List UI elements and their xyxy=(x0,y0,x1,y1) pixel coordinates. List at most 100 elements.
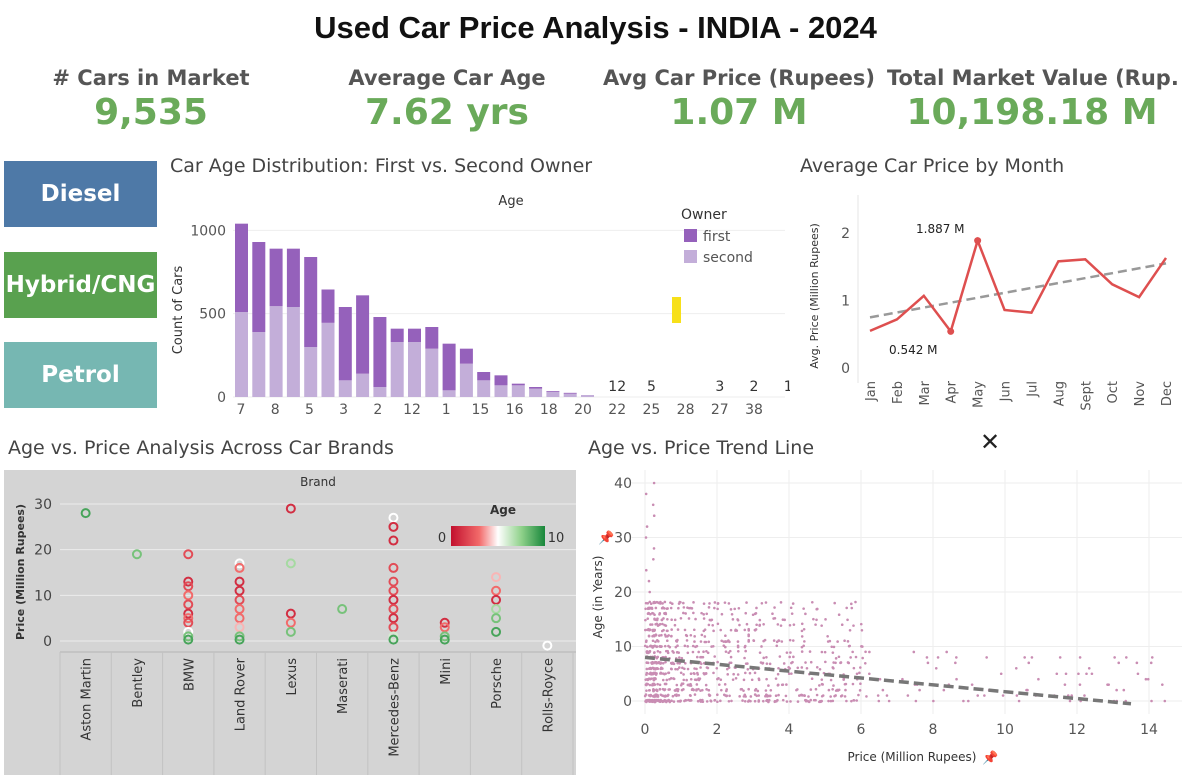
bar-second[interactable] xyxy=(546,392,560,397)
brand-point[interactable] xyxy=(388,604,399,615)
brand-point[interactable] xyxy=(388,631,399,642)
brand-point[interactable] xyxy=(183,576,194,587)
bar-first[interactable] xyxy=(408,328,421,342)
bar-first[interactable] xyxy=(252,242,266,332)
brand-point[interactable] xyxy=(183,581,194,592)
bar-second[interactable] xyxy=(356,373,370,397)
bar-second[interactable] xyxy=(338,380,352,397)
bar-second[interactable] xyxy=(494,385,508,397)
brand-point[interactable] xyxy=(439,634,450,645)
pin-icon[interactable]: 📌 xyxy=(982,749,998,766)
brand-point[interactable] xyxy=(234,631,245,642)
bar-second[interactable] xyxy=(477,380,491,397)
bar-first[interactable] xyxy=(459,348,473,364)
brand-point[interactable] xyxy=(439,617,450,628)
brand-point[interactable] xyxy=(388,535,399,546)
bar-first[interactable] xyxy=(321,289,335,323)
bar-second[interactable] xyxy=(304,347,318,397)
brand-point[interactable] xyxy=(388,613,399,624)
bar-first[interactable] xyxy=(390,328,404,342)
bar-first[interactable] xyxy=(338,307,352,381)
bar-second[interactable] xyxy=(408,342,421,397)
brand-point[interactable] xyxy=(285,558,296,569)
close-icon[interactable]: ✕ xyxy=(980,428,1001,456)
brand-point[interactable] xyxy=(388,562,399,573)
brand-point[interactable] xyxy=(131,549,142,560)
brand-point[interactable] xyxy=(439,631,450,642)
brand-point[interactable] xyxy=(439,622,450,633)
price-line[interactable] xyxy=(869,236,1168,335)
brand-point[interactable] xyxy=(491,572,502,583)
bar-second[interactable] xyxy=(373,387,387,397)
brand-point[interactable] xyxy=(234,558,245,569)
brand-point[interactable] xyxy=(388,512,399,523)
brand-point[interactable] xyxy=(183,631,194,642)
bar-second[interactable] xyxy=(235,312,248,397)
brand-point[interactable] xyxy=(234,562,245,573)
fuel-filter-petrol[interactable]: Petrol xyxy=(4,342,157,408)
brand-point[interactable] xyxy=(183,613,194,624)
brand-point[interactable] xyxy=(491,594,502,605)
bar-second[interactable] xyxy=(390,342,404,397)
pin-icon[interactable]: 📌 xyxy=(598,529,614,546)
bar-second[interactable] xyxy=(425,348,439,397)
brand-point[interactable] xyxy=(80,508,91,519)
brand-point[interactable] xyxy=(234,634,245,645)
fuel-filter-diesel[interactable]: Diesel xyxy=(4,161,157,227)
brand-point[interactable] xyxy=(388,622,399,633)
bar-first[interactable] xyxy=(563,392,577,394)
brand-point[interactable] xyxy=(388,521,399,532)
bar-second[interactable] xyxy=(321,322,335,397)
brand-point[interactable] xyxy=(183,590,194,601)
bar-first[interactable] xyxy=(529,387,543,389)
bar-first[interactable] xyxy=(442,343,456,391)
brand-point[interactable] xyxy=(491,585,502,596)
fuel-filter-hybrid-cng[interactable]: Hybrid/CNG xyxy=(4,252,157,318)
brand-point[interactable] xyxy=(183,634,194,645)
bar-first[interactable] xyxy=(235,223,248,312)
brand-point[interactable] xyxy=(285,503,296,514)
bar-second[interactable] xyxy=(581,395,594,397)
brand-point[interactable] xyxy=(234,585,245,596)
brand-point[interactable] xyxy=(388,585,399,596)
bar-second[interactable] xyxy=(563,393,577,397)
brand-point[interactable] xyxy=(234,576,245,587)
bar-second[interactable] xyxy=(459,363,473,397)
bar-second[interactable] xyxy=(529,388,543,397)
min-point[interactable] xyxy=(947,327,955,335)
bar-first[interactable] xyxy=(286,248,300,307)
bar-first[interactable] xyxy=(546,391,560,392)
max-point[interactable] xyxy=(974,237,982,245)
bar-first[interactable] xyxy=(269,248,283,307)
brand-point[interactable] xyxy=(234,622,245,633)
bar-second[interactable] xyxy=(442,390,456,397)
brand-point[interactable] xyxy=(183,549,194,560)
bar-first[interactable] xyxy=(373,317,387,387)
brand-point[interactable] xyxy=(183,608,194,619)
brand-point[interactable] xyxy=(285,608,296,619)
brand-point[interactable] xyxy=(337,604,348,615)
brand-point[interactable] xyxy=(388,576,399,587)
brand-point[interactable] xyxy=(234,594,245,605)
bar-first[interactable] xyxy=(304,257,318,347)
bar-second[interactable] xyxy=(252,332,266,397)
brand-point[interactable] xyxy=(491,613,502,624)
bar-second[interactable] xyxy=(286,307,300,397)
bar-second[interactable] xyxy=(511,385,525,397)
bar-first[interactable] xyxy=(477,372,491,381)
brand-point[interactable] xyxy=(234,613,245,624)
brand-point[interactable] xyxy=(491,626,502,637)
brand-point[interactable] xyxy=(285,617,296,628)
bar-first[interactable] xyxy=(425,327,439,349)
brand-point[interactable] xyxy=(183,617,194,628)
brand-point[interactable] xyxy=(542,640,553,651)
brand-point[interactable] xyxy=(285,626,296,637)
bar-first[interactable] xyxy=(356,295,370,374)
brand-point[interactable] xyxy=(183,599,194,610)
brand-point[interactable] xyxy=(491,604,502,615)
brand-point[interactable] xyxy=(388,634,399,645)
brand-point[interactable] xyxy=(234,604,245,615)
brand-point[interactable] xyxy=(388,594,399,605)
bar-first[interactable] xyxy=(511,383,525,386)
bar-second[interactable] xyxy=(269,306,283,397)
